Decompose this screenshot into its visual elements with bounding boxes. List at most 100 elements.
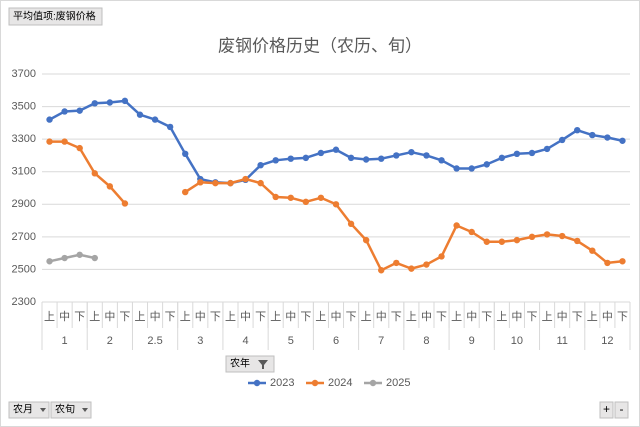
y-tick-label: 3300 <box>12 133 36 145</box>
x-tick-label: 下 <box>572 311 583 323</box>
data-point <box>574 237 581 245</box>
x-group-label: 9 <box>469 335 475 347</box>
x-tick-label: 中 <box>59 310 70 323</box>
y-tick-label: 3100 <box>12 166 36 178</box>
data-point <box>242 175 249 183</box>
data-point <box>408 148 415 156</box>
x-tick-label: 上 <box>406 310 417 323</box>
zoom-label: + <box>603 402 610 416</box>
data-point <box>257 162 264 169</box>
filter-icon <box>258 360 268 369</box>
x-tick-label: 下 <box>210 311 221 323</box>
row-field-label: 农旬 <box>55 403 75 416</box>
data-point <box>558 232 566 240</box>
data-point <box>287 155 294 162</box>
legend-marker <box>311 379 319 387</box>
zoom-button[interactable] <box>614 401 629 419</box>
data-point <box>46 138 53 145</box>
data-point <box>423 152 430 159</box>
data-point <box>76 144 83 152</box>
legend-field-label: 农年 <box>230 357 250 370</box>
y-tick-label: 2700 <box>12 231 36 243</box>
data-point <box>302 198 310 206</box>
data-point <box>91 100 98 107</box>
data-point <box>438 253 445 260</box>
x-tick-label: 上 <box>135 310 146 323</box>
x-tick-label: 下 <box>74 311 85 323</box>
x-tick-label: 中 <box>602 310 613 323</box>
x-tick-label: 下 <box>481 311 492 323</box>
data-point <box>76 251 83 258</box>
legend-marker <box>369 379 377 387</box>
data-point <box>483 161 490 168</box>
x-tick-label: 下 <box>119 311 130 323</box>
x-group-label: 12 <box>601 335 613 347</box>
data-point <box>136 111 144 118</box>
data-point <box>468 228 475 236</box>
x-tick-label: 下 <box>391 311 402 323</box>
data-point <box>106 99 114 106</box>
data-point <box>257 179 264 187</box>
x-group-label: 5 <box>288 335 294 347</box>
data-point <box>498 154 506 162</box>
data-point <box>362 236 370 244</box>
data-point <box>46 116 53 123</box>
data-point <box>272 157 279 164</box>
data-point <box>166 123 174 131</box>
data-point <box>483 238 490 245</box>
x-tick-label: 下 <box>436 311 447 323</box>
y-tick-label: 2300 <box>12 296 36 308</box>
x-tick-label: 上 <box>542 310 553 323</box>
x-tick-label: 中 <box>150 310 161 323</box>
x-group-label: 3 <box>197 335 203 347</box>
data-point <box>543 231 551 238</box>
zoom-button[interactable] <box>599 401 614 419</box>
data-point <box>61 138 68 145</box>
x-group-label: 4 <box>242 335 248 347</box>
data-point <box>378 267 385 274</box>
data-point <box>302 154 310 162</box>
x-group-label: 11 <box>556 335 567 347</box>
data-point <box>212 179 219 187</box>
row-field-button[interactable] <box>50 401 92 419</box>
x-tick-label: 上 <box>270 310 281 323</box>
x-tick-label: 中 <box>511 310 522 323</box>
data-point <box>347 220 355 228</box>
value-field-button[interactable] <box>8 7 103 26</box>
x-tick-label: 中 <box>466 310 477 323</box>
y-tick-label: 3500 <box>12 100 36 112</box>
data-point <box>61 108 68 115</box>
data-point <box>423 261 430 268</box>
data-point <box>513 150 521 157</box>
data-point <box>408 265 415 272</box>
y-tick-label: 2500 <box>12 263 36 275</box>
data-point <box>106 183 114 190</box>
data-point <box>91 170 98 177</box>
x-group-label: 7 <box>378 335 384 347</box>
x-tick-label: 下 <box>165 311 176 323</box>
data-point <box>227 179 234 187</box>
x-group-label: 6 <box>333 335 339 347</box>
value-field-label: 平均值项:废钢价格 <box>13 10 96 23</box>
data-point <box>317 149 325 157</box>
row-field-button[interactable] <box>8 401 50 419</box>
row-field-label: 农月 <box>13 403 33 416</box>
data-point <box>438 157 445 164</box>
x-tick-label: 中 <box>195 310 206 323</box>
data-point <box>272 193 279 201</box>
data-point <box>543 145 551 153</box>
x-tick-label: 中 <box>376 310 387 323</box>
data-point <box>347 154 355 162</box>
data-point <box>468 165 475 172</box>
data-point <box>317 194 325 201</box>
x-group-label: 2 <box>107 335 113 347</box>
data-point <box>589 247 596 254</box>
x-tick-label: 上 <box>89 310 100 323</box>
legend-marker <box>253 379 261 387</box>
y-tick-label: 2900 <box>12 198 36 210</box>
x-tick-label: 上 <box>180 310 191 323</box>
x-tick-label: 上 <box>587 310 598 323</box>
data-point <box>393 259 400 267</box>
x-tick-label: 中 <box>331 310 342 323</box>
